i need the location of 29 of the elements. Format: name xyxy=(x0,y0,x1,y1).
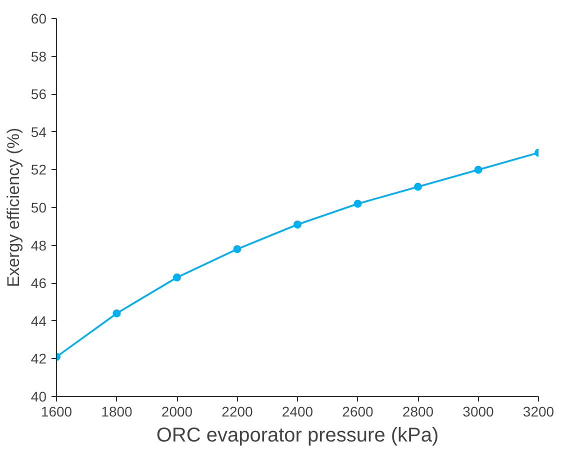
y-tick-label: 56 xyxy=(30,86,47,102)
point xyxy=(414,182,422,191)
y-tick-label: 58 xyxy=(30,48,47,64)
point xyxy=(354,200,362,208)
x-tick-label: 2600 xyxy=(342,404,374,420)
x-tick-label: 3000 xyxy=(462,404,494,420)
x-tick-label: 3200 xyxy=(522,404,554,420)
y-tick-label: 46 xyxy=(30,275,47,292)
x-tick-label: 1800 xyxy=(101,404,133,420)
y-tick-label: 54 xyxy=(30,124,47,140)
point xyxy=(173,273,181,282)
point xyxy=(474,166,482,174)
y-tick-label: 42 xyxy=(30,350,47,367)
y-tick-label: 40 xyxy=(30,388,47,404)
x-tick-label: 1600 xyxy=(40,404,72,420)
x-tick-label: 2200 xyxy=(222,404,254,420)
point xyxy=(294,220,302,229)
y-tick-label: 44 xyxy=(30,312,47,329)
y-tick-label: 50 xyxy=(30,200,47,216)
point xyxy=(233,245,242,254)
x-tick-label: 2800 xyxy=(402,404,434,420)
point xyxy=(112,309,121,318)
x-axis-title: ORC evaporator pressure (kPa) xyxy=(156,424,439,446)
x-tick-label: 2400 xyxy=(282,404,314,420)
y-tick-label: 60 xyxy=(30,10,47,26)
y-tick-label: 48 xyxy=(30,237,47,254)
y-axis-title: Exergy efficiency (%) xyxy=(4,128,23,288)
x-tick-label: 2000 xyxy=(161,404,193,420)
y-tick-label: 52 xyxy=(30,162,47,178)
